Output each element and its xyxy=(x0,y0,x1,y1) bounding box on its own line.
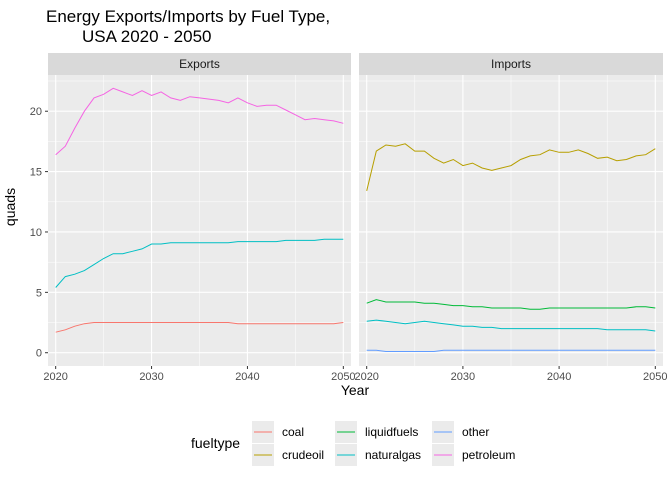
facet-strip xyxy=(359,53,663,75)
x-tick-label: 2030 xyxy=(451,371,475,383)
y-tick-label: 20 xyxy=(30,106,42,118)
x-tick-label: 2020 xyxy=(43,371,67,383)
panel-exports: Exports xyxy=(48,53,351,366)
legend-label: coal xyxy=(282,425,304,439)
legend-label: petroleum xyxy=(462,448,515,462)
facet-panels: Exports Imports xyxy=(48,53,663,366)
y-axis-ticks: 0 5 10 15 20 xyxy=(30,106,48,360)
x-tick-label: 2050 xyxy=(331,371,355,383)
legend: fueltype coal crudeoil liquidfuels naturalg… xyxy=(191,421,515,466)
panel-imports: Imports xyxy=(359,53,663,366)
series-line-petroleum xyxy=(55,87,344,156)
legend-label: liquidfuels xyxy=(365,425,418,439)
chart-title-line-2: USA 2020 - 2050 xyxy=(82,27,211,46)
y-axis-label: quads xyxy=(2,188,18,226)
x-tick-label: 2040 xyxy=(235,371,259,383)
legend-item-coal: coal xyxy=(252,421,304,443)
legend-item-crudeoil: crudeoil xyxy=(252,444,324,466)
x-tick-label: 2050 xyxy=(643,371,667,383)
facet-strip-label: Imports xyxy=(491,57,531,71)
chart-title-line-1: Energy Exports/Imports by Fuel Type, xyxy=(46,7,330,26)
y-tick-label: 5 xyxy=(36,287,42,299)
legend-item-petroleum: petroleum xyxy=(432,444,515,466)
y-tick-label: 0 xyxy=(36,348,42,360)
facet-strip xyxy=(48,53,351,75)
facet-strip-label: Exports xyxy=(179,57,220,71)
x-tick-label: 2020 xyxy=(354,371,378,383)
legend-label: naturalgas xyxy=(365,448,421,462)
series-line-coal xyxy=(55,322,344,333)
legend-item-other: other xyxy=(432,421,489,443)
series-line-naturalgas xyxy=(55,238,344,288)
legend-item-liquidfuels: liquidfuels xyxy=(335,421,418,443)
series-line-crudeoil xyxy=(366,143,656,192)
series-line-naturalgas xyxy=(366,319,656,332)
legend-item-naturalgas: naturalgas xyxy=(335,444,421,466)
legend-title: fueltype xyxy=(191,435,240,451)
y-tick-label: 15 xyxy=(30,167,42,179)
legend-label: other xyxy=(462,425,489,439)
x-tick-label: 2040 xyxy=(547,371,571,383)
y-tick-label: 10 xyxy=(30,227,42,239)
legend-label: crudeoil xyxy=(282,448,324,462)
series-line-liquidfuels xyxy=(366,299,656,310)
x-tick-label: 2030 xyxy=(139,371,163,383)
x-axis-label: Year xyxy=(341,382,370,398)
series-line-other xyxy=(366,349,656,352)
